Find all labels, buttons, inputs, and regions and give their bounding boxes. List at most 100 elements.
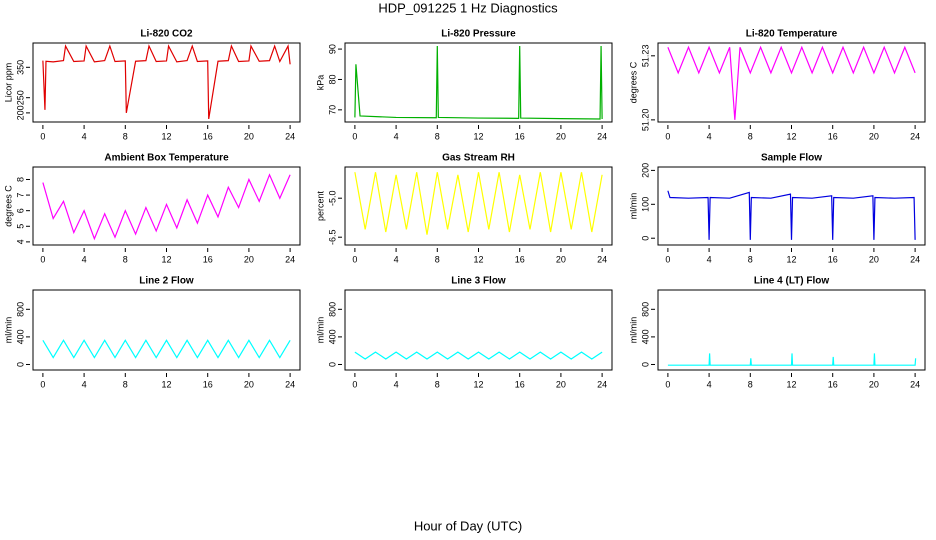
data-line (42, 44, 291, 120)
x-tick-label: 8 (123, 131, 128, 141)
y-tick-label: 0 (640, 236, 650, 241)
x-tick-label: 16 (828, 131, 838, 141)
y-tick-label: 51.23 (640, 45, 650, 68)
x-tick-label: 4 (82, 131, 87, 141)
x-tick-label: 20 (869, 379, 879, 389)
data-line (667, 353, 917, 366)
y-tick-label: 400 (15, 329, 25, 344)
y-tick-label: -5.0 (327, 190, 337, 206)
x-tick-label: 8 (123, 379, 128, 389)
figure-title: HDP_091225 1 Hz Diagnostics (378, 0, 558, 15)
x-tick-label: 4 (707, 131, 712, 141)
x-tick-label: 4 (394, 379, 399, 389)
x-tick-label: 0 (40, 379, 45, 389)
plot-frame (657, 166, 926, 246)
y-tick-label: 51.20 (640, 109, 650, 132)
x-axis-label: Hour of Day (UTC) (414, 518, 522, 533)
y-axis-label: degrees C (3, 185, 13, 227)
x-tick-label: 16 (828, 254, 838, 264)
y-tick-label: 6 (15, 208, 25, 213)
x-tick-label: 24 (285, 254, 295, 264)
panel-title: Line 2 Flow (139, 276, 194, 287)
x-tick-label: 20 (869, 131, 879, 141)
x-tick-label: 16 (515, 379, 525, 389)
data-line (667, 190, 916, 240)
x-tick-label: 12 (161, 379, 171, 389)
y-tick-label: 70 (327, 105, 337, 115)
x-tick-label: 16 (515, 131, 525, 141)
y-axis-label: ml/min (315, 317, 325, 344)
y-tick-label: 400 (327, 329, 337, 344)
x-tick-label: 8 (435, 379, 440, 389)
y-tick-label: 200 (15, 105, 25, 120)
y-tick-label: 0 (640, 362, 650, 367)
x-tick-label: 0 (352, 254, 357, 264)
x-tick-label: 12 (786, 131, 796, 141)
x-tick-label: 8 (435, 254, 440, 264)
x-tick-label: 4 (394, 254, 399, 264)
x-tick-label: 4 (82, 379, 87, 389)
x-tick-label: 8 (748, 379, 753, 389)
y-tick-label: 0 (15, 362, 25, 367)
data-line (354, 351, 603, 360)
data-line (667, 45, 916, 120)
x-tick-label: 16 (203, 254, 213, 264)
x-tick-label: 0 (352, 379, 357, 389)
panel-title: Gas Stream RH (442, 153, 515, 164)
x-tick-label: 24 (910, 254, 920, 264)
panel-title: Line 3 Flow (451, 276, 506, 287)
x-tick-label: 12 (473, 254, 483, 264)
x-tick-label: 8 (123, 254, 128, 264)
panel-title: Li-820 Temperature (746, 29, 838, 40)
y-axis-label: ml/min (628, 317, 638, 344)
x-tick-label: 16 (203, 131, 213, 141)
y-tick-label: 100 (640, 197, 650, 212)
x-tick-label: 24 (597, 131, 607, 141)
y-tick-label: 80 (327, 74, 337, 84)
data-line (354, 172, 603, 235)
y-tick-label: 4 (15, 239, 25, 244)
x-tick-label: 24 (285, 379, 295, 389)
x-tick-label: 24 (285, 131, 295, 141)
plot-frame (344, 166, 613, 246)
x-tick-label: 20 (556, 254, 566, 264)
plot-frame (657, 42, 926, 123)
data-line (42, 173, 291, 241)
x-tick-label: 12 (473, 131, 483, 141)
y-axis-label: Licor ppm (3, 63, 13, 103)
panel-title: Li-820 CO2 (140, 29, 193, 40)
x-tick-label: 4 (82, 254, 87, 264)
y-tick-label: 7 (15, 193, 25, 198)
plot-frame (32, 289, 301, 371)
x-tick-label: 20 (244, 131, 254, 141)
y-axis-label: degrees C (628, 61, 638, 103)
y-tick-label: 800 (640, 302, 650, 317)
plot-frame (344, 289, 613, 371)
y-tick-label: 200 (640, 163, 650, 178)
y-tick-label: 0 (327, 362, 337, 367)
x-tick-label: 0 (40, 254, 45, 264)
x-tick-label: 20 (244, 254, 254, 264)
y-tick-label: -6.5 (327, 229, 337, 245)
x-tick-label: 12 (786, 254, 796, 264)
x-tick-label: 4 (707, 379, 712, 389)
plot-frame (32, 42, 301, 123)
plot-frame (657, 289, 926, 371)
x-tick-label: 0 (665, 379, 670, 389)
y-tick-label: 5 (15, 224, 25, 229)
data-line (354, 46, 603, 120)
x-tick-label: 16 (515, 254, 525, 264)
x-tick-label: 20 (244, 379, 254, 389)
y-tick-label: 8 (15, 177, 25, 182)
y-tick-label: 250 (15, 90, 25, 105)
x-tick-label: 20 (869, 254, 879, 264)
x-tick-label: 4 (707, 254, 712, 264)
x-tick-label: 8 (435, 131, 440, 141)
x-tick-label: 24 (910, 379, 920, 389)
y-axis-label: percent (315, 190, 325, 221)
x-tick-label: 4 (394, 131, 399, 141)
panel-title: Sample Flow (761, 153, 822, 164)
data-line (42, 339, 291, 359)
y-tick-label: 800 (15, 302, 25, 317)
